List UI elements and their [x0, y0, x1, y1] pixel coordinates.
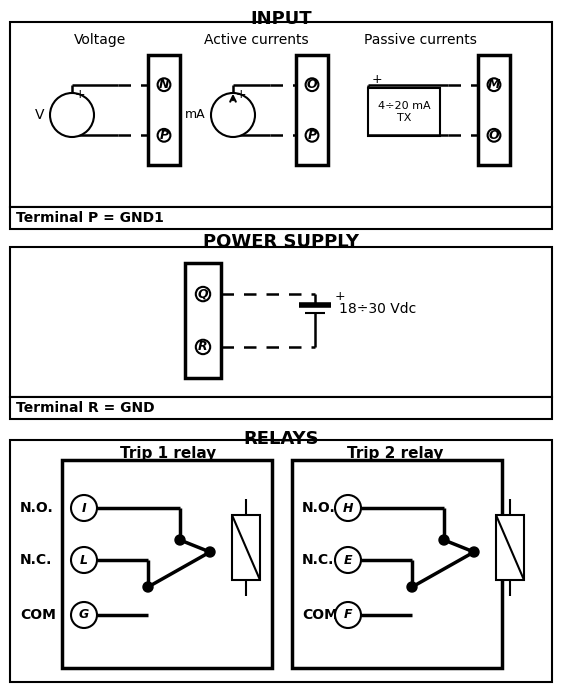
- Bar: [232, 515, 260, 580]
- Text: N.C.: N.C.: [20, 553, 52, 567]
- Circle shape: [196, 287, 210, 302]
- Text: E: E: [344, 554, 352, 567]
- Circle shape: [488, 78, 500, 91]
- Text: +: +: [75, 89, 85, 102]
- Text: P: P: [307, 128, 316, 142]
- Text: RELAYS: RELAYS: [243, 430, 319, 448]
- Text: 4÷20 mA
TX: 4÷20 mA TX: [378, 101, 430, 123]
- Bar: [10, 247, 552, 397]
- Text: G: G: [79, 609, 89, 622]
- Bar: [185, 263, 221, 378]
- Text: P: P: [160, 128, 169, 142]
- Circle shape: [71, 495, 97, 521]
- Circle shape: [71, 547, 97, 573]
- Circle shape: [306, 78, 319, 91]
- Text: Terminal P = GND1: Terminal P = GND1: [16, 211, 164, 225]
- Circle shape: [175, 535, 185, 545]
- Text: Trip 2 relay: Trip 2 relay: [347, 446, 443, 461]
- Text: POWER SUPPLY: POWER SUPPLY: [203, 233, 359, 251]
- Text: N.C.: N.C.: [302, 553, 334, 567]
- Circle shape: [196, 340, 210, 354]
- Circle shape: [335, 602, 361, 628]
- Text: O: O: [489, 128, 499, 142]
- Bar: [62, 460, 272, 668]
- Text: Terminal R = GND: Terminal R = GND: [16, 401, 155, 415]
- Text: R: R: [198, 341, 208, 353]
- Text: +: +: [372, 73, 383, 86]
- Text: O: O: [307, 78, 318, 91]
- Bar: [478, 55, 510, 165]
- Circle shape: [205, 547, 215, 557]
- Text: INPUT: INPUT: [250, 10, 312, 28]
- Text: Trip 1 relay: Trip 1 relay: [120, 446, 216, 461]
- Text: +: +: [335, 290, 346, 303]
- Text: Q: Q: [198, 288, 209, 300]
- Text: N.O.: N.O.: [20, 501, 54, 515]
- Text: +: +: [235, 89, 246, 102]
- Text: mA: mA: [184, 109, 205, 122]
- Circle shape: [407, 582, 417, 592]
- Circle shape: [143, 582, 153, 592]
- Text: M: M: [488, 78, 500, 91]
- Text: COM: COM: [302, 608, 338, 622]
- Circle shape: [439, 535, 449, 545]
- Circle shape: [335, 495, 361, 521]
- Bar: [10, 397, 552, 419]
- Bar: [292, 460, 502, 668]
- Text: L: L: [80, 554, 88, 567]
- Circle shape: [469, 547, 479, 557]
- Text: F: F: [344, 609, 352, 622]
- Circle shape: [157, 78, 170, 91]
- Bar: [10, 22, 552, 207]
- Bar: [296, 55, 328, 165]
- Text: V: V: [34, 108, 44, 122]
- Text: H: H: [343, 502, 353, 515]
- Bar: [148, 55, 180, 165]
- Bar: [496, 515, 524, 580]
- Circle shape: [157, 129, 170, 142]
- Text: N: N: [158, 78, 169, 91]
- Bar: [368, 88, 440, 136]
- Text: Active currents: Active currents: [203, 33, 309, 47]
- Text: Voltage: Voltage: [74, 33, 126, 47]
- Circle shape: [335, 547, 361, 573]
- Text: COM: COM: [20, 608, 56, 622]
- Text: 18÷30 Vdc: 18÷30 Vdc: [339, 302, 416, 316]
- Circle shape: [50, 93, 94, 137]
- Bar: [10, 440, 552, 682]
- Circle shape: [488, 129, 500, 142]
- Text: I: I: [81, 502, 87, 515]
- Circle shape: [211, 93, 255, 137]
- Text: N.O.: N.O.: [302, 501, 336, 515]
- Bar: [10, 207, 552, 229]
- Circle shape: [306, 129, 319, 142]
- Circle shape: [71, 602, 97, 628]
- Text: Passive currents: Passive currents: [364, 33, 477, 47]
